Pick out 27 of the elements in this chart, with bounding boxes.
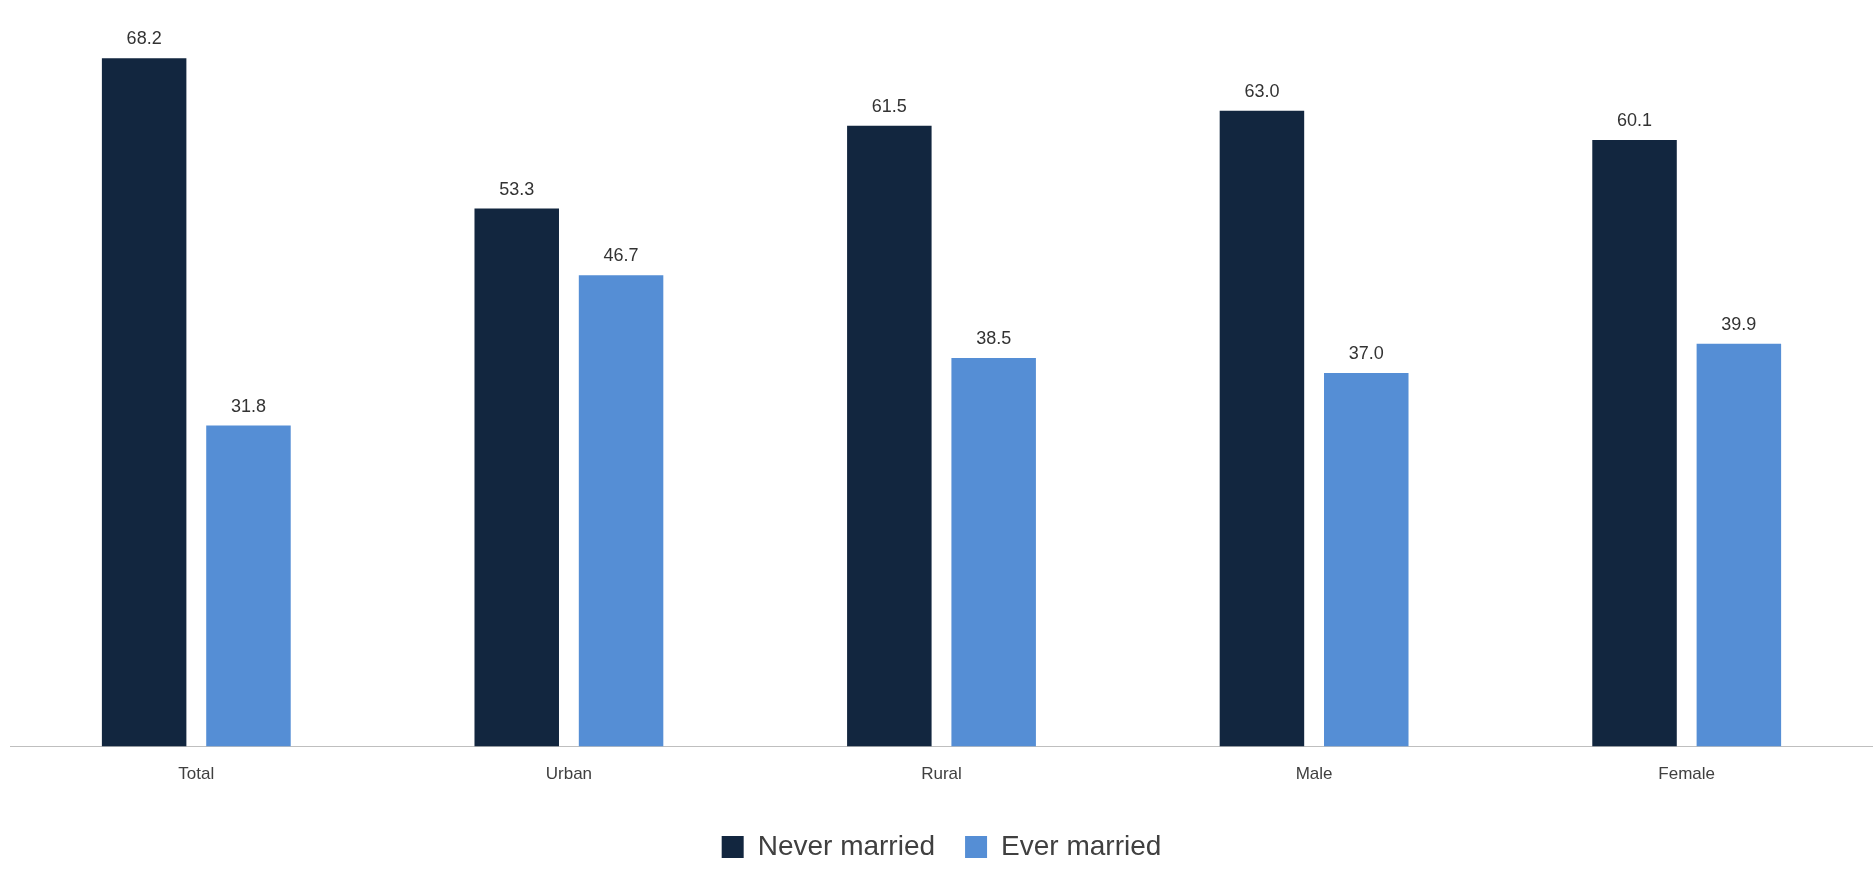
bar (1324, 373, 1409, 747)
data-label: 68.2 (126, 28, 162, 49)
bar (951, 357, 1036, 747)
data-label: 53.3 (499, 178, 535, 199)
data-label: 38.5 (976, 327, 1012, 348)
bar (1219, 110, 1305, 747)
x-tick-label: Urban (545, 764, 593, 784)
data-label: 61.5 (871, 95, 907, 116)
data-label: 39.9 (1721, 313, 1757, 334)
bar (1592, 139, 1677, 747)
x-tick-label: Female (1658, 764, 1716, 784)
data-label: 46.7 (603, 245, 639, 266)
legend-label: Ever married (1001, 829, 1162, 861)
x-tick-label: Rural (921, 764, 962, 784)
x-tick-label: Total (178, 764, 215, 784)
bar (578, 275, 664, 747)
bar (1696, 343, 1782, 747)
data-label: 31.8 (230, 395, 266, 416)
bar (474, 208, 559, 747)
legend-label: Never married (757, 829, 936, 861)
bar (847, 125, 932, 747)
data-label: 37.0 (1348, 343, 1384, 364)
data-label: 63.0 (1244, 80, 1280, 101)
x-tick-label: Male (1295, 764, 1333, 784)
data-label: 60.1 (1617, 109, 1653, 130)
bar (206, 425, 291, 747)
bar (101, 58, 187, 747)
